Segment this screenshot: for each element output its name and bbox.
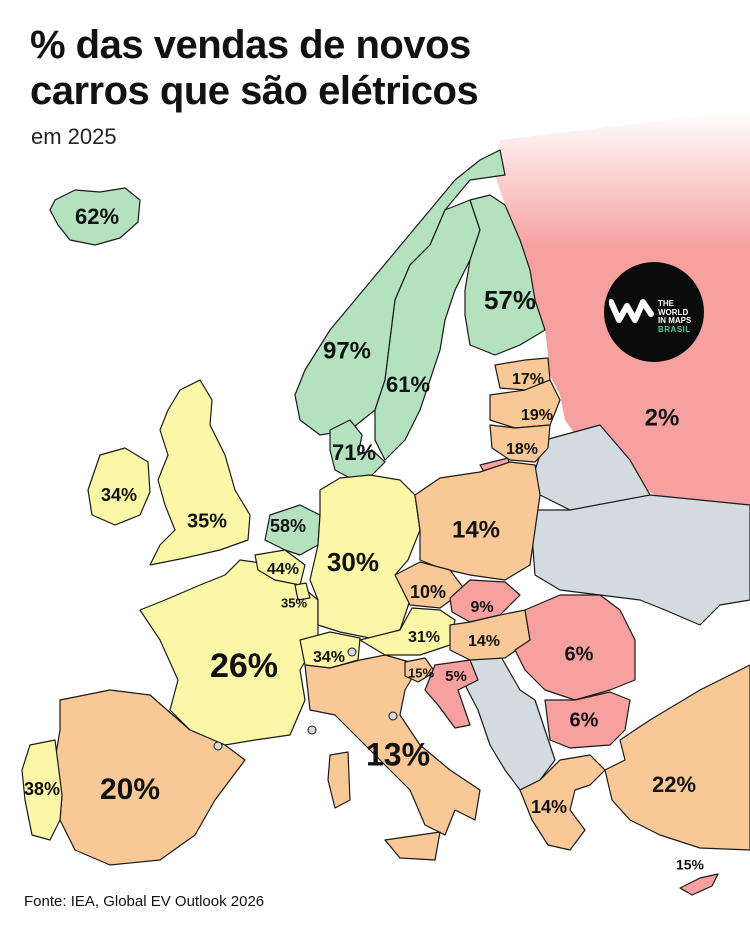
wm-logo-icon	[609, 299, 654, 323]
value-label-bulgaria: 6%	[570, 709, 599, 731]
logo-line-3: IN MAPS	[658, 316, 692, 325]
country-italy	[304, 654, 481, 836]
value-label-czechia: 10%	[410, 582, 446, 602]
country-greece	[519, 754, 606, 851]
world-in-maps-logo: THE WORLD IN MAPS BRASIL	[604, 262, 704, 362]
value-label-hungary: 14%	[468, 633, 500, 650]
value-label-slovakia: 9%	[470, 599, 493, 616]
map-subtitle: em 2025	[31, 124, 117, 149]
country-romania	[514, 594, 636, 701]
country-sardinia	[327, 751, 351, 809]
country-ukraine	[529, 494, 750, 626]
country-turkey	[604, 664, 750, 851]
country-slovenia	[404, 657, 436, 683]
value-label-lithuania: 18%	[506, 441, 538, 458]
value-label-portugal: 38%	[24, 779, 60, 799]
country-slovakia	[449, 579, 521, 623]
value-label-poland: 14%	[452, 516, 500, 543]
value-label-sweden: 61%	[386, 372, 430, 397]
value-label-ireland: 34%	[101, 485, 137, 505]
microstate-dot-liechtenstein	[347, 647, 357, 657]
value-label-slovenia: 15%	[408, 665, 434, 680]
logo-text: THE WORLD IN MAPS BRASIL	[658, 299, 704, 334]
value-label-denmark: 71%	[332, 440, 376, 465]
country-sicily	[384, 831, 441, 861]
value-label-luxembourg: 35%	[281, 595, 307, 610]
country-sweden	[374, 199, 481, 461]
country-finland	[464, 194, 546, 356]
microstate-dot-monaco	[307, 725, 317, 735]
country-latvia	[489, 379, 561, 429]
country-austria	[359, 607, 456, 656]
value-label-finland: 57%	[484, 285, 536, 315]
value-label-croatia: 5%	[445, 668, 467, 685]
value-label-spain: 20%	[100, 773, 160, 806]
value-label-greece: 14%	[531, 797, 567, 817]
country-netherlands	[264, 504, 321, 556]
value-label-iceland: 62%	[75, 204, 119, 229]
country-lithuania	[489, 424, 551, 463]
country-uk	[149, 379, 251, 566]
value-label-estonia: 17%	[512, 371, 544, 388]
country-portugal	[21, 739, 63, 841]
value-label-italy: 13%	[366, 736, 430, 772]
value-label-turkey: 22%	[652, 772, 696, 797]
country-croatia	[424, 659, 479, 729]
value-label-netherlands: 58%	[270, 516, 306, 536]
country-germany	[309, 474, 421, 639]
value-label-russia: 2%	[645, 404, 680, 431]
country-labels: 62% 97% 61% 57% 71% 58% 34% 35% 44% 35% 30% 26% 34% 3…	[24, 204, 705, 873]
value-label-cyprus: 15%	[676, 857, 705, 873]
country-denmark	[329, 419, 386, 479]
microstate-dot-san-marino	[388, 711, 398, 721]
logo-line-4: BRASIL	[658, 324, 691, 334]
value-label-romania: 6%	[565, 643, 594, 665]
logo-line-2: WORLD	[658, 307, 689, 317]
microstate-dot-andorra	[213, 741, 223, 751]
country-luxembourg	[294, 582, 311, 601]
source-note: Fonte: IEA, Global EV Outlook 2026	[24, 893, 265, 910]
value-label-norway: 97%	[323, 337, 371, 364]
country-ireland	[87, 447, 151, 526]
map-title: % das vendas de novos carros que são elé…	[30, 23, 479, 113]
value-label-germany: 30%	[327, 547, 379, 577]
country-cyprus	[679, 873, 719, 896]
country-iceland	[49, 187, 141, 246]
value-label-france: 26%	[210, 647, 278, 685]
country-bulgaria	[544, 691, 631, 749]
value-label-austria: 31%	[408, 629, 440, 646]
value-label-latvia: 19%	[521, 407, 553, 424]
value-label-belgium: 44%	[267, 561, 299, 578]
logo-line-1: THE	[658, 299, 674, 308]
value-label-switzerland: 34%	[313, 649, 345, 666]
country-poland	[414, 461, 541, 581]
value-label-united-kingdom: 35%	[187, 510, 227, 532]
